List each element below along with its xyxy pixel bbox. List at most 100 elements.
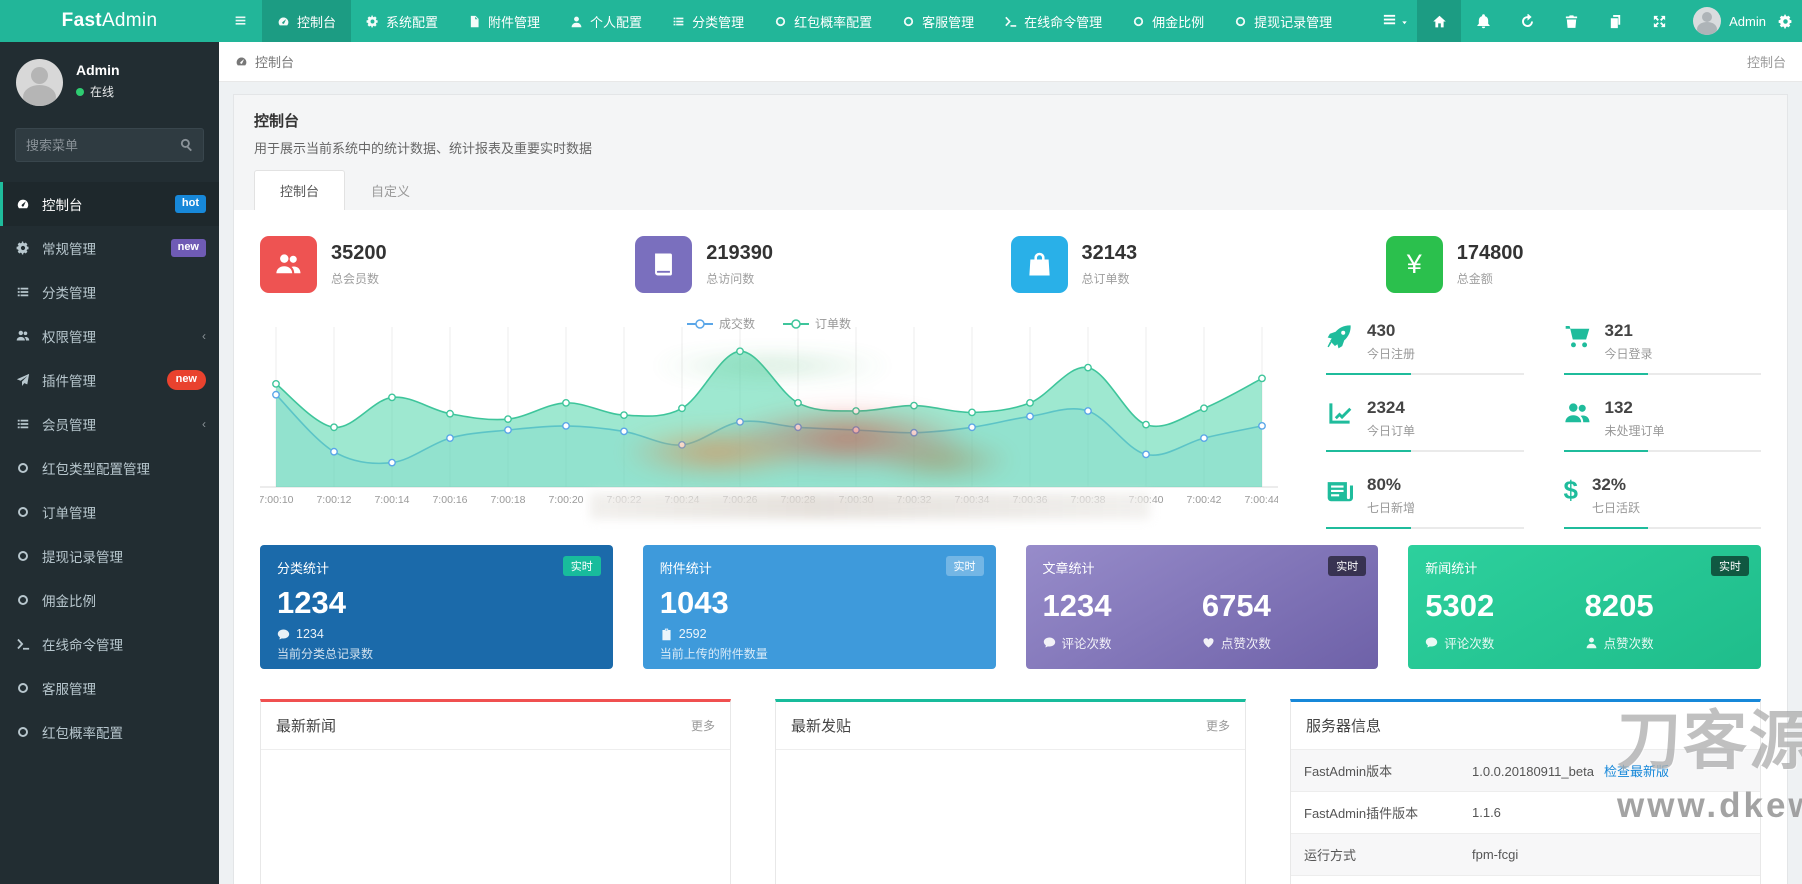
sidebar-item[interactable]: 插件管理 new — [0, 358, 219, 402]
quick-stat: 132 未处理订单 — [1563, 398, 1761, 452]
tab-active[interactable]: 控制台 — [254, 170, 346, 210]
trash-button[interactable] — [1549, 0, 1593, 42]
menu-caret-button[interactable] — [1373, 0, 1417, 42]
menu-caret-icon — [1382, 12, 1409, 29]
online-status: 在线 — [76, 83, 120, 100]
user-menu[interactable]: Admin — [1681, 0, 1778, 42]
breadcrumb-bar: 控制台 控制台 — [219, 42, 1802, 82]
stat-value: 174800 — [1456, 242, 1524, 264]
circle-icon — [774, 15, 787, 28]
bell-button[interactable] — [1461, 0, 1505, 42]
sidebar-item[interactable]: 红包类型配置管理 — [0, 446, 219, 490]
sidebar-item[interactable]: 分类管理 — [0, 270, 219, 314]
sidebar-item[interactable]: 客服管理 — [0, 666, 219, 710]
topnav-item[interactable]: 在线命令管理 — [989, 0, 1117, 42]
topnav-item[interactable]: 佣金比例 — [1117, 0, 1219, 42]
expand-button[interactable] — [1637, 0, 1681, 42]
gear-icon — [1778, 14, 1793, 29]
summary-panel: 文章统计 实时 1234 评论次数 6754 点赞次数 — [1025, 545, 1379, 669]
svg-text:7:00:14: 7:00:14 — [374, 494, 409, 506]
summary-value: 1234 — [277, 585, 346, 620]
svg-text:7:00:34: 7:00:34 — [954, 494, 989, 506]
menu-badge: hot — [174, 195, 206, 213]
circle-icon — [15, 461, 31, 475]
server-info-row: 运行方式 fpm-fcgi — [1291, 833, 1760, 876]
stat-card-icon-box — [1010, 236, 1068, 293]
circle-icon — [15, 681, 31, 695]
sidebar-item[interactable]: 会员管理 ‹ — [0, 402, 219, 446]
app-logo[interactable]: Fast Admin — [61, 10, 158, 31]
chart-line-icon — [1326, 400, 1353, 427]
chevron-left-icon: ‹ — [202, 329, 206, 343]
server-info-table: FastAdmin版本 1.0.0.20180911_beta 检查最新版 Fast… — [1291, 749, 1760, 884]
topnav-item[interactable]: 控制台 — [262, 0, 352, 42]
topnav-item[interactable]: 分类管理 — [657, 0, 759, 42]
svg-text:7:00:32: 7:00:32 — [896, 494, 931, 506]
search-input[interactable] — [15, 128, 204, 162]
svg-text:7:00:38: 7:00:38 — [1070, 494, 1105, 506]
comment-icon — [1043, 636, 1056, 649]
sidebar-item[interactable]: 权限管理 ‹ — [0, 314, 219, 358]
home-icon — [1432, 14, 1447, 29]
dollar-icon: $ — [1563, 475, 1578, 505]
refresh-button[interactable] — [1505, 0, 1549, 42]
tachometer-icon — [235, 55, 248, 68]
realtime-badge: 实时 — [1328, 556, 1367, 576]
svg-text:7:00:12: 7:00:12 — [316, 494, 351, 506]
svg-text:7:00:44: 7:00:44 — [1244, 494, 1278, 506]
stat-card: 35200 总会员数 — [260, 236, 635, 293]
breadcrumb[interactable]: 控制台 — [255, 55, 295, 70]
topnav-item[interactable]: 个人配置 — [555, 0, 657, 42]
summary-title: 附件统计 — [659, 561, 712, 576]
bell-icon — [1476, 14, 1491, 29]
user-icon — [1585, 636, 1598, 649]
list-icon — [15, 285, 31, 299]
terminal-icon — [15, 637, 31, 651]
legend-item[interactable]: 订单数 — [783, 315, 851, 332]
avatar[interactable] — [16, 59, 63, 106]
stat-value: 35200 — [331, 242, 387, 264]
svg-text:7:00:22: 7:00:22 — [606, 494, 641, 506]
sidebar-item[interactable]: 佣金比例 — [0, 578, 219, 622]
sidebar-menu: 控制台 hot 常规管理 new 分类管理 权限管理 ‹ 插件管理 new 会员管理 ‹ 红包类型配置… — [0, 182, 219, 754]
sidebar-item[interactable]: 提现记录管理 — [0, 534, 219, 578]
main-content: 控制台 控制台 控制台 用于展示当前系统中的统计数据、统计报表及重要实时数据 控… — [219, 42, 1802, 884]
topnav-item[interactable]: 红包概率配置 — [759, 0, 887, 42]
summary-title: 新闻统计 — [1425, 561, 1478, 576]
yen-icon: ¥ — [1406, 249, 1422, 279]
users-icon — [15, 329, 31, 343]
sidebar-item[interactable]: 红包概率配置 — [0, 710, 219, 754]
topnav-item[interactable]: 客服管理 — [887, 0, 989, 42]
sidebar: Admin 在线 控制台hot常规管理new分类管理权限管理‹插件管理new会员… — [0, 42, 219, 884]
summary-value: 8205 — [1584, 588, 1654, 623]
top-navbar: Fast Admin 控制台 系统配置 附件管理 个人配置 分类管理 红包概率配置 客服管理在… — [0, 0, 1802, 42]
sidebar-item[interactable]: 在线命令管理 — [0, 622, 219, 666]
topnav-item[interactable]: 系统配置 — [351, 0, 453, 42]
settings-gear-button[interactable] — [1778, 0, 1802, 42]
sidebar-item[interactable]: 常规管理 new — [0, 226, 219, 270]
copy-button[interactable] — [1593, 0, 1637, 42]
quick-stat: 80% 七日新增 — [1326, 475, 1524, 529]
tachometer-icon — [277, 15, 290, 28]
topnav-item[interactable]: 附件管理 — [453, 0, 555, 42]
stat-card: 219390 总访问数 — [635, 236, 1010, 293]
heart-icon — [1202, 636, 1215, 649]
news-panel: 最新新闻 更多 — [260, 699, 731, 884]
gear-icon — [366, 15, 379, 28]
sidebar-item[interactable]: 订单管理 — [0, 490, 219, 534]
sidebar-toggle-button[interactable] — [219, 0, 262, 42]
home-button[interactable] — [1417, 0, 1462, 42]
sidebar-item[interactable]: 控制台 hot — [0, 182, 219, 226]
dashboard-panel: 控制台 用于展示当前系统中的统计数据、统计报表及重要实时数据 控制台 自定义 35… — [233, 94, 1788, 884]
sidebar-username: Admin — [76, 62, 120, 78]
svg-text:7:00:10: 7:00:10 — [260, 494, 294, 506]
news-panel-title: 最新新闻 — [276, 718, 337, 735]
summary-panel: 分类统计 实时 1234 1234 当前分类总记录数 — [260, 545, 613, 669]
more-link[interactable]: 更多 — [690, 719, 715, 733]
check-update-link[interactable]: 检查最新版 — [1603, 764, 1669, 779]
tab-inactive[interactable]: 自定义 — [371, 184, 411, 199]
more-link[interactable]: 更多 — [1205, 719, 1230, 733]
topnav-item[interactable]: 提现记录管理 — [1219, 0, 1347, 42]
legend-item[interactable]: 成交数 — [686, 315, 755, 332]
cart-icon — [1564, 323, 1591, 350]
